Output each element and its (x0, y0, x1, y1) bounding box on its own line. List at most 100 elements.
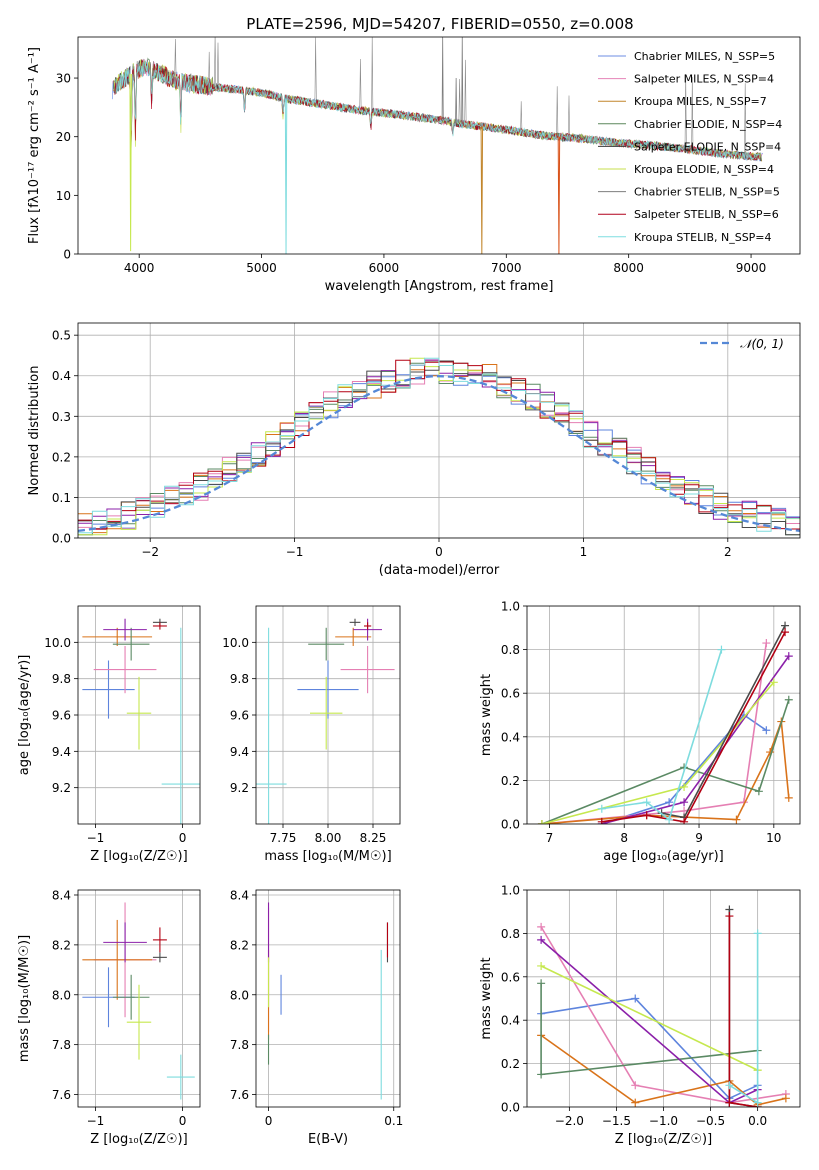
x-tick-label: −2 (141, 545, 159, 559)
y-tick-label: 8.4 (230, 888, 249, 902)
y-tick-label: 0.0 (501, 1101, 520, 1115)
legend-label: Kroupa MILES, N_SSP=7 (634, 95, 767, 108)
y-tick-label: 7.6 (52, 1088, 71, 1102)
spectrum-spike (284, 98, 288, 254)
weight-marker (597, 804, 606, 813)
weight-marker (642, 798, 651, 807)
weight-marker (717, 645, 726, 654)
errorbar-point (103, 922, 147, 963)
weight-line (601, 631, 786, 823)
x-tick-label: −2.0 (555, 1114, 584, 1128)
plot-area (256, 890, 400, 1107)
y-tick-label: 0.4 (52, 369, 71, 383)
spectrum-spike (557, 136, 561, 254)
y-tick-label: 1.0 (501, 884, 520, 898)
x-tick-label: 0 (179, 1114, 187, 1128)
legend-label: Chabrier ELODIE, N_SSP=4 (634, 118, 782, 131)
x-tick-label: 7.75 (270, 831, 297, 845)
figure-title: PLATE=2596, MJD=54207, FIBERID=0550, z=0… (246, 15, 633, 33)
legend-label: Salpeter ELODIE, N_SSP=4 (634, 140, 781, 153)
y-tick-label: 20 (56, 130, 71, 144)
errorbar-point (93, 645, 157, 694)
weight-line (540, 983, 758, 1076)
weight-line (540, 997, 758, 1100)
x-tick-label: −1 (87, 831, 105, 845)
y-axis-label: mass [log₁₀(M/M☉)] (17, 935, 32, 1062)
x-tick-label: 4000 (124, 261, 155, 275)
axes-mass-vs-Z: −1 0 7.6 7.8 8.0 8.2 8.4 Z [log₁₀(Z/Z☉)] mass [l… (17, 888, 201, 1147)
y-tick-label: 8.2 (52, 938, 71, 952)
errorbar-point (112, 627, 150, 661)
axes-weight-vs-age: 7 8 9 10 0.0 0.2 0.4 0.6 0.8 1.0 age [log₁₀(age/yr… (479, 600, 801, 864)
x-tick-label: 0.1 (384, 1114, 403, 1128)
plot-area (78, 323, 800, 538)
weight-marker (725, 912, 734, 921)
y-tick-label: 9.2 (230, 781, 249, 795)
weight-marker (680, 782, 689, 791)
weight-marker (597, 817, 606, 824)
spectrum-spike (480, 126, 484, 254)
x-tick-label: −0.5 (696, 1114, 725, 1128)
y-tick-label: 10.0 (222, 636, 249, 650)
errorbar-point (126, 984, 152, 1060)
axes-frame (255, 889, 401, 1108)
y-tick-label: 8.0 (52, 988, 71, 1002)
x-tick-label: 0 (265, 1114, 273, 1128)
errorbar-point (166, 1054, 195, 1100)
x-tick-label: 1 (580, 545, 588, 559)
y-tick-label: 8.4 (52, 888, 71, 902)
spectrum-line (114, 58, 760, 161)
plot-area (256, 606, 400, 824)
y-tick-label: 0.4 (501, 730, 520, 744)
y-tick-label: 8.2 (230, 938, 249, 952)
y-tick-label: 0.3 (52, 410, 71, 424)
x-axis-label: E(B-V) (308, 1132, 348, 1147)
x-tick-label: 2 (724, 545, 732, 559)
y-tick-label: 10.0 (44, 636, 71, 650)
x-axis-label: Z [log₁₀(Z/Z☉)] (90, 849, 187, 864)
weight-marker (537, 820, 546, 824)
x-tick-label: 0 (179, 831, 187, 845)
y-tick-label: 1.0 (501, 600, 520, 614)
x-tick-label: 10 (766, 831, 781, 845)
weight-marker (753, 929, 762, 938)
axes-frame (255, 605, 401, 825)
weight-marker (537, 1070, 546, 1079)
y-tick-label: 0.8 (501, 643, 520, 657)
spectrum-line (115, 60, 760, 162)
y-tick-label: 9.4 (52, 745, 71, 759)
axes-spectrum: 4000 5000 6000 7000 8000 9000 0 10 20 30 wavelengt… (27, 36, 801, 294)
axes-frame (526, 889, 801, 1108)
weight-line (728, 909, 758, 1107)
weight-marker (631, 1081, 640, 1090)
y-tick-label: 0.0 (52, 532, 71, 546)
weight-marker (537, 979, 546, 988)
weight-marker (784, 793, 793, 802)
errorbar-point (103, 618, 147, 641)
errorbar-point (340, 645, 395, 694)
y-tick-label: 9.6 (52, 709, 71, 723)
weight-line (728, 916, 758, 1107)
y-axis-label: Normed distribution (27, 366, 42, 496)
x-axis-label: wavelength [Angstrom, rest frame] (325, 279, 554, 294)
errorbar-point (256, 627, 287, 824)
axes-age-vs-Z: −1 0 9.2 9.4 9.6 9.8 10.0 Z [log₁₀(Z/Z☉)] age [l… (17, 605, 201, 864)
y-tick-label: 7.6 (230, 1088, 249, 1102)
errorbar-point (82, 660, 135, 719)
weight-marker (784, 652, 793, 661)
y-tick-label: 0 (63, 248, 71, 262)
weight-marker (762, 726, 771, 735)
errorbar-point (349, 618, 361, 626)
weight-marker (781, 628, 790, 637)
axes-mass-vs-EBV: 0 0.1 7.6 7.8 8.0 8.2 8.4 E(B-V) (230, 888, 403, 1147)
x-tick-label: 5000 (246, 261, 277, 275)
x-axis-label: Z [log₁₀(Z/Z☉)] (90, 1132, 187, 1147)
weight-line (540, 939, 758, 1104)
y-tick-label: 10 (56, 189, 71, 203)
weight-marker (762, 639, 771, 648)
x-tick-label: 8.00 (315, 831, 342, 845)
x-axis-label: age [log₁₀(age/yr)] (603, 849, 724, 864)
x-tick-label: −1 (87, 1114, 105, 1128)
y-tick-label: 0.2 (52, 450, 71, 464)
